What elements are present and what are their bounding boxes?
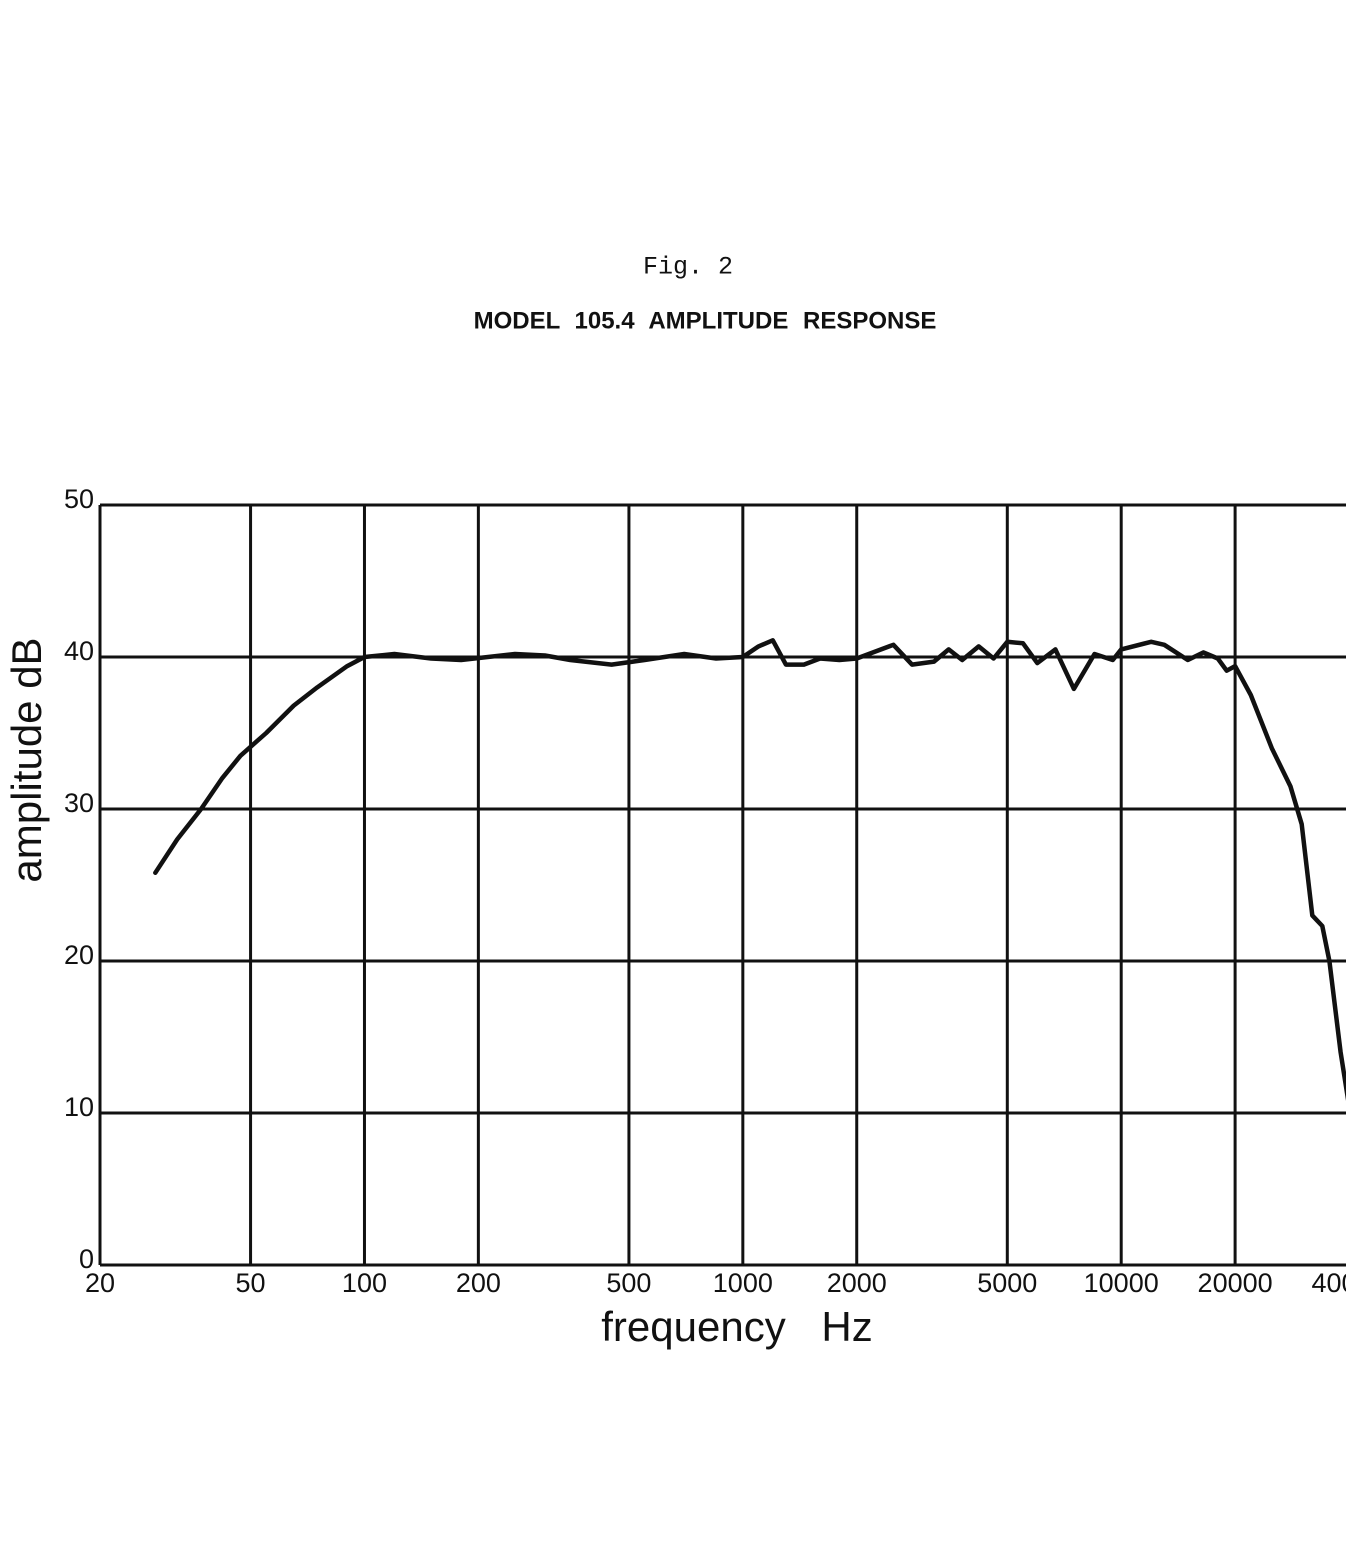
x-tick-label: 50: [236, 1268, 266, 1298]
x-tick-label: 10000: [1084, 1268, 1159, 1298]
figure-label: Fig. 2: [643, 253, 733, 282]
y-tick-label: 50: [64, 484, 94, 514]
y-tick-label: 0: [79, 1244, 94, 1274]
x-tick-label: 500: [606, 1268, 651, 1298]
x-tick-label: 20: [85, 1268, 115, 1298]
x-tick-label: 40000: [1311, 1268, 1346, 1298]
x-tick-label: 20000: [1198, 1268, 1273, 1298]
x-tick-label: 2000: [827, 1268, 887, 1298]
x-tick-label: 200: [456, 1268, 501, 1298]
y-tick-label: 20: [64, 940, 94, 970]
y-tick-label: 40: [64, 636, 94, 666]
x-tick-label: 100: [342, 1268, 387, 1298]
x-tick-label: 5000: [977, 1268, 1037, 1298]
response-line: [153, 638, 1346, 1101]
chart-title: MODEL 105.4 AMPLITUDE RESPONSE: [474, 307, 937, 334]
y-tick-label: 10: [64, 1092, 94, 1122]
x-axis-label: frequency Hz: [601, 1303, 872, 1350]
y-axis-label: amplitude dB: [3, 637, 50, 882]
y-tick-label: 30: [64, 788, 94, 818]
x-tick-label: 1000: [713, 1268, 773, 1298]
